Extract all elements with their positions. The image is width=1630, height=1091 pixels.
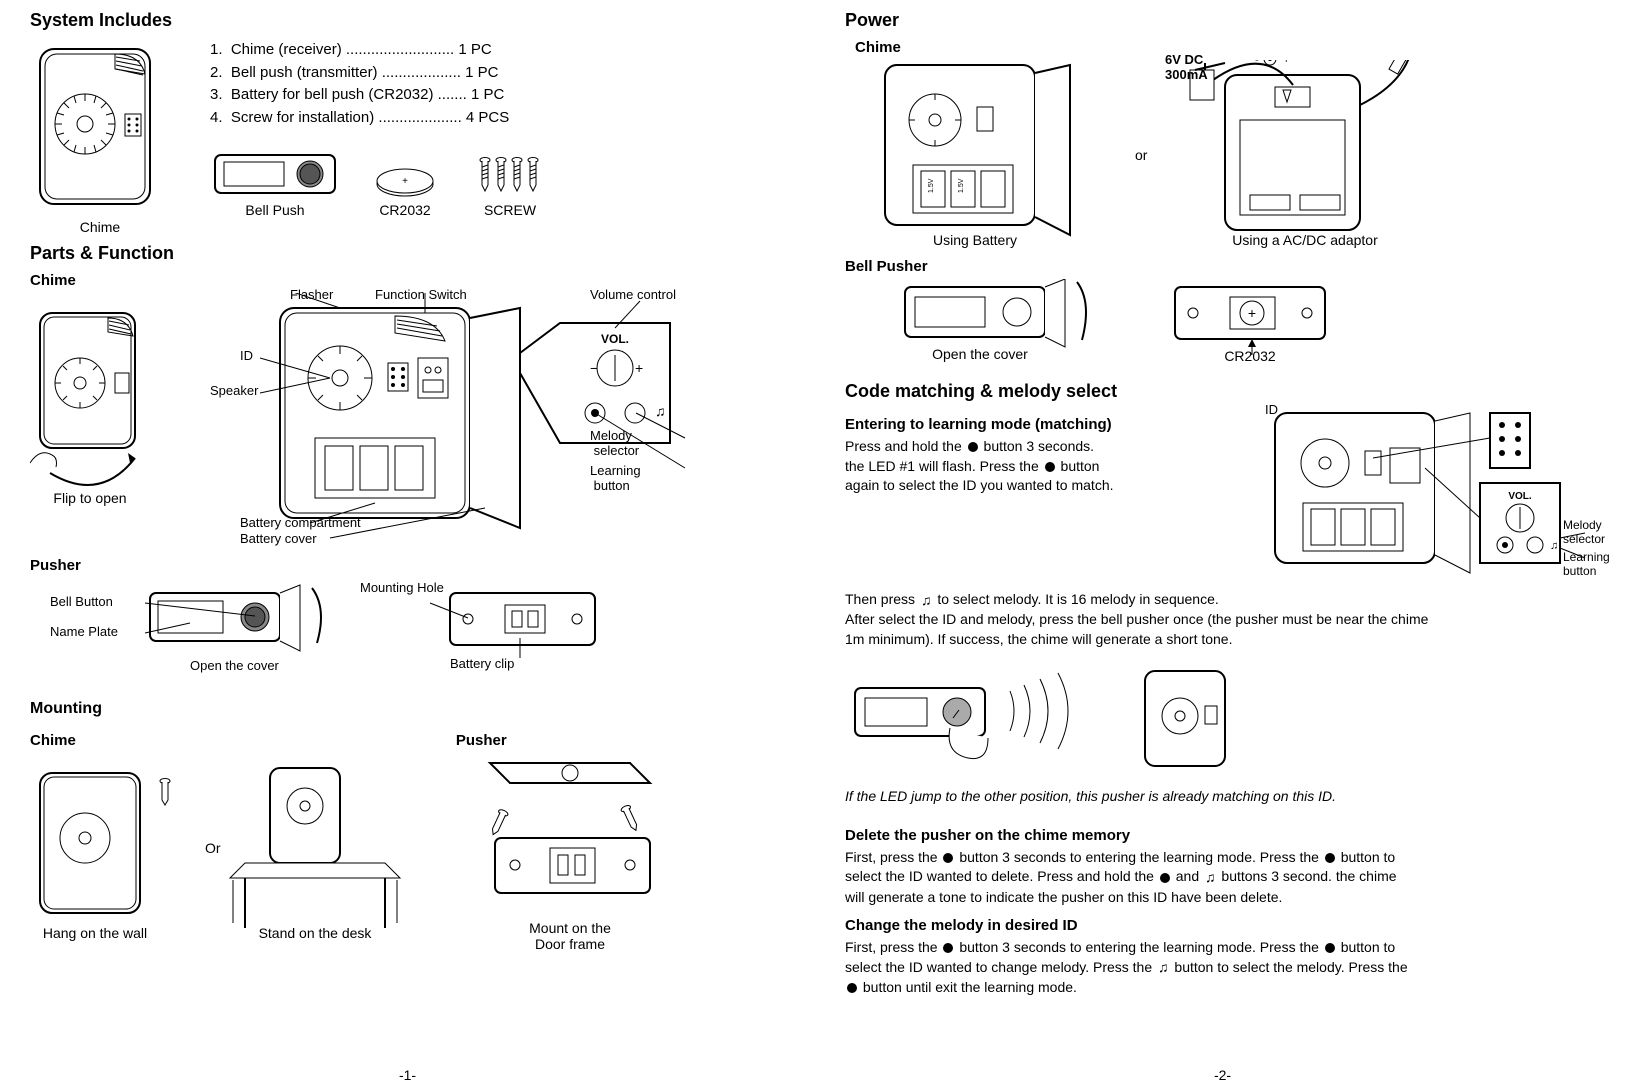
svg-text:+: + [402,176,408,187]
code-matching-title: Code matching & melody select [845,381,1600,402]
svg-text:VOL.: VOL. [601,332,629,346]
svg-text:♫: ♫ [655,403,666,419]
include-item-4: 4. Screw for installation) .............… [210,107,785,130]
battery-compartment-label: Battery compartment [240,515,361,530]
mounting-hole-label: Mounting Hole [360,580,444,595]
change-body: First, press the button 3 seconds to ent… [845,938,1600,997]
include-item-1: 1. Chime (receiver) ....................… [210,39,785,62]
battery-cover-label: Battery cover [240,531,317,546]
flip-to-open-label: Flip to open [53,490,126,506]
power-diagram: 1.5V 1.5V Using Battery or [845,60,1600,250]
chime-icon [30,39,170,219]
screw-icon [470,152,550,202]
side-id-label: ID [1265,402,1278,417]
svg-text:+: + [1248,305,1256,321]
change-heading: Change the melody in desired ID [845,917,1600,934]
id-label: ID [240,348,253,363]
dot-icon [1160,873,1170,883]
speaker-label: Speaker [210,383,258,398]
screw-figure: SCREW [470,152,550,218]
svg-text:VOL.: VOL. [1508,491,1532,502]
name-plate-label: Name Plate [50,624,118,639]
system-includes-title: System Includes [30,10,785,31]
svg-text:♫: ♫ [1550,540,1558,552]
svg-text:Using Battery: Using Battery [933,232,1017,248]
svg-text:1.5V: 1.5V [958,178,965,193]
dot-icon [1325,943,1335,953]
power-chime-heading: Chime [855,39,1600,56]
bell-button-label: Bell Button [50,594,113,609]
svg-text:1.5V: 1.5V [928,178,935,193]
mounting-title: Mounting [30,700,785,718]
dot-icon [1325,853,1335,863]
svg-text:Hang on the wall: Hang on the wall [43,925,147,941]
bell-pusher-heading: Bell Pusher [845,258,1600,275]
page-1: System Includes [0,0,815,1091]
svg-text:-: - [1255,60,1259,66]
function-switch-label: Function Switch [375,287,467,302]
code-matching-side-diagram: VOL. ♫ ID Melody selector Learning butt [1265,408,1605,578]
svg-text:−: − [590,360,598,376]
parts-diagram-svg: Flip to open [30,293,790,553]
svg-text:Stand on the desk: Stand on the desk [259,925,373,941]
music-note-icon: ♫ [1205,868,1216,888]
bell-push-figure: Bell Push [210,147,340,218]
svg-text:Mount on the: Mount on the [529,920,611,936]
mounting-diagram: Hang on the wall Or Stand on the desk [30,753,785,953]
svg-text:Open the cover: Open the cover [932,346,1028,362]
dot-icon [968,442,978,452]
svg-text:Using a AC/DC adaptor: Using a AC/DC adaptor [1232,232,1378,248]
dot-icon [943,943,953,953]
pusher-subheading: Pusher [30,557,785,574]
battery-clip-label: Battery clip [450,656,514,671]
dot-icon [1045,462,1055,472]
power-title: Power [845,10,1600,31]
music-note-icon: ♫ [1158,958,1169,978]
mounting-chime-heading: Chime [30,732,76,749]
flasher-label: Flasher [290,287,333,302]
chime-figure: Chime [30,39,170,235]
page-2: Power Chime 1.5V 1.5V Using Battery or [815,0,1630,1091]
entering-heading: Entering to learning mode (matching) [845,416,1255,433]
cr2032-caption: CR2032 [370,202,440,218]
press-illustration [845,663,1600,773]
delete-body: First, press the button 3 seconds to ent… [845,848,1600,907]
cr2032-figure: + CR2032 [370,162,440,218]
side-learning-label: Learning button [1563,550,1610,578]
then-press-para: Then press ♫ to select melody. It is 16 … [845,590,1600,649]
parts-function-title: Parts & Function [30,243,785,264]
svg-text:Door frame: Door frame [535,936,605,952]
dot-icon [943,853,953,863]
screw-caption: SCREW [470,202,550,218]
adaptor-spec: 6V DC 300mA [1165,52,1208,82]
dot-icon [847,983,857,993]
mounting-pusher-heading: Pusher [456,732,507,749]
svg-text:CR2032: CR2032 [1224,348,1276,364]
cr2032-icon: + [370,162,440,202]
led-jump-note: If the LED jump to the other position, t… [845,787,1600,807]
volume-control-label: Volume control [590,287,676,302]
melody-selector-label: Melody selector [590,428,639,458]
include-item-3: 3. Battery for bell push (CR2032) ......… [210,84,785,107]
bell-push-icon [210,147,340,202]
include-item-2: 2. Bell push (transmitter) .............… [210,62,785,85]
side-melody-label: Melody selector [1563,518,1605,546]
page-number-1: -1- [399,1067,416,1083]
open-cover-label: Open the cover [190,658,279,673]
bell-push-caption: Bell Push [210,202,340,218]
svg-text:or: or [1135,147,1148,163]
learning-button-label: Learning button [590,463,641,493]
bell-pusher-power-diagram: Open the cover + CR2032 [845,279,1600,369]
svg-text:Or: Or [205,840,221,856]
svg-text:+: + [1283,60,1289,66]
entering-body: Press and hold the button 3 seconds. the… [845,437,1255,496]
delete-heading: Delete the pusher on the chime memory [845,827,1600,844]
svg-text:+: + [635,360,643,376]
includes-list: 1. Chime (receiver) ....................… [210,39,785,129]
chime-caption: Chime [30,219,170,235]
music-note-icon: ♫ [921,591,932,611]
parts-function-diagram: Flip to open [30,293,785,553]
page-number-2: -2- [1214,1067,1231,1083]
pusher-diagram: Bell Button Name Plate Open the cover Mo… [30,578,785,688]
